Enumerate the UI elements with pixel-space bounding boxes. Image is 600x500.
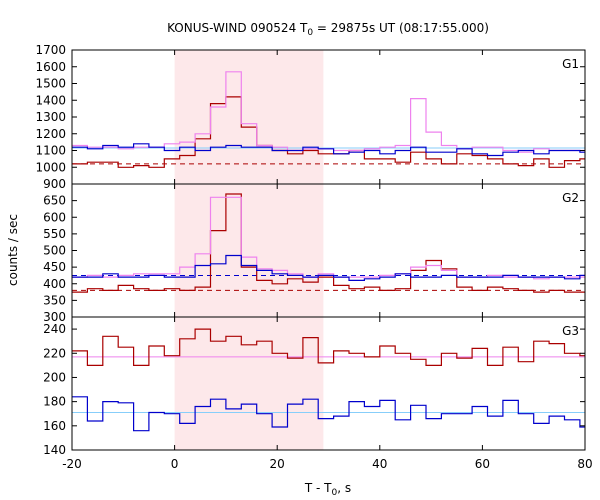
panel-label-g3: G3 <box>562 324 579 338</box>
y-tick-label-g2: 300 <box>43 310 66 324</box>
y-tick-label-g2: 350 <box>43 293 66 307</box>
series-g2-pink <box>72 196 585 280</box>
frame-layer: -20 0 20 40 60 80 <box>62 49 593 471</box>
highlight-layer <box>174 50 324 450</box>
x-axis-label-rest: , s <box>337 481 351 495</box>
burst-interval-highlight <box>174 50 324 450</box>
chart-title-subscript: 0 <box>307 28 313 38</box>
y-tick-label-g1: 1100 <box>35 144 66 158</box>
panel-g2: 300 350 400 450 500 550 600 650 G2 <box>43 184 586 324</box>
panel-frame-g3 <box>71 316 586 451</box>
panel-label-g2: G2 <box>562 191 579 205</box>
y-tick-label-g1: 1200 <box>35 127 66 141</box>
x-tick-label: 20 <box>270 457 285 471</box>
y-tick-label-g3: 200 <box>43 370 66 384</box>
chart-title-main: KONUS-WIND 090524 T <box>167 21 308 35</box>
y-tick-label-g3: 180 <box>43 395 66 409</box>
y-tick-label-g3: 160 <box>43 419 66 433</box>
x-tick-label: -20 <box>62 457 82 471</box>
y-tick-label-g3: 220 <box>43 346 66 360</box>
x-tick-label: 80 <box>577 457 592 471</box>
y-tick-label-g1: 1700 <box>35 43 66 57</box>
y-axis-label: counts / sec <box>6 214 20 286</box>
y-tick-label-g2: 650 <box>43 194 66 208</box>
x-axis-label-subscript: 0 <box>332 488 338 498</box>
y-tick-label-g2: 500 <box>43 244 66 258</box>
y-tick-label-g2: 600 <box>43 210 66 224</box>
y-tick-label-g1: 1600 <box>35 60 66 74</box>
x-tick-label: 40 <box>372 457 387 471</box>
y-tick-label-g1: 900 <box>43 177 66 191</box>
chart-title-rest: = 29875s UT (08:17:55.000) <box>313 21 489 35</box>
y-tick-label-g3: 240 <box>43 322 66 336</box>
x-axis-label: T - T0, s <box>304 481 351 498</box>
y-tick-label-g1: 1000 <box>35 160 66 174</box>
chart-title: KONUS-WIND 090524 T0 = 29875s UT (08:17:… <box>167 21 489 38</box>
y-tick-label-g1: 1400 <box>35 93 66 107</box>
x-tick-label: 0 <box>171 457 179 471</box>
x-axis-label-main: T - T <box>304 481 332 495</box>
y-tick-label-g1: 1500 <box>35 77 66 91</box>
y-tick-label-g2: 400 <box>43 277 66 291</box>
series-g1-blue <box>72 143 585 157</box>
y-tick-label-g2: 450 <box>43 260 66 274</box>
y-tick-label-g2: 550 <box>43 227 66 241</box>
series-g3-blue <box>72 396 585 432</box>
series-g3-dark-red <box>72 328 585 366</box>
y-tick-label-g1: 1300 <box>35 110 66 124</box>
panel-label-g1: G1 <box>562 57 579 71</box>
y-tick-label-g3: 140 <box>43 443 66 457</box>
x-tick-label: 60 <box>475 457 490 471</box>
panel-g1: 900 1000 1100 1200 1300 1400 1500 1600 1700 G1 <box>35 43 586 191</box>
series-g2-blue <box>72 254 585 281</box>
